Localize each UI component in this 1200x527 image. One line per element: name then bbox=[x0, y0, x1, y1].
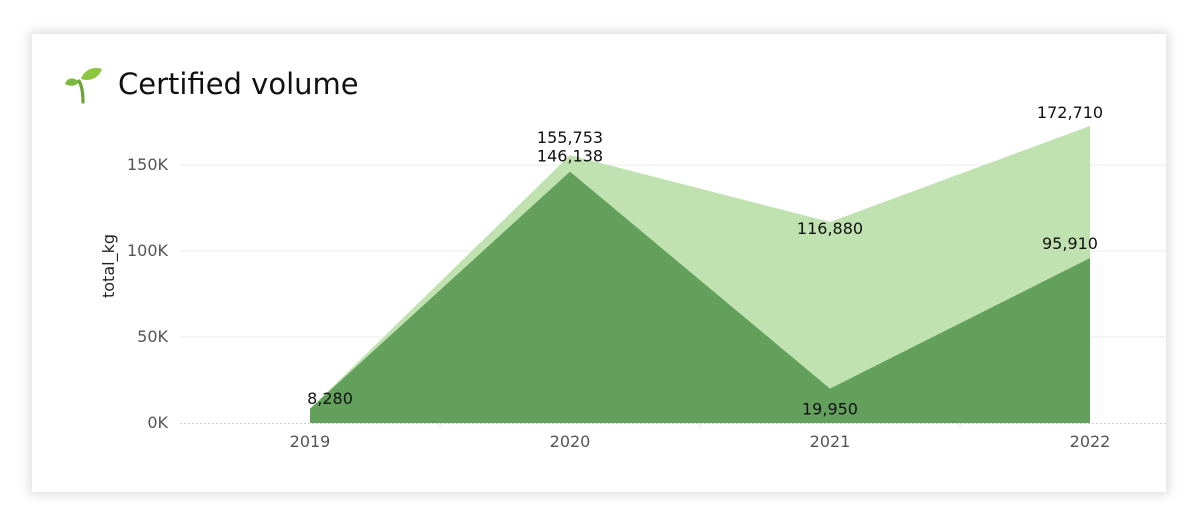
y-tick-label: 100K bbox=[127, 241, 169, 260]
y-axis-label: total_kg bbox=[99, 234, 119, 298]
y-tick-label: 0K bbox=[147, 413, 168, 432]
data-label: 19,950 bbox=[802, 400, 858, 419]
chart-title: Certified volume bbox=[118, 67, 359, 101]
data-label: 95,910 bbox=[1042, 234, 1098, 253]
y-tick-label: 150K bbox=[127, 155, 169, 174]
data-label: 116,880 bbox=[797, 219, 863, 238]
data-label: 172,710 bbox=[1037, 103, 1103, 122]
chart-header: Certified volume bbox=[64, 64, 359, 104]
data-label: 146,138 bbox=[537, 147, 603, 166]
x-tick-label: 2021 bbox=[810, 432, 851, 451]
chart-card: Certified volume 0K 50K 100K 150K 2019 2020 20… bbox=[32, 34, 1166, 492]
data-label: 8,280 bbox=[307, 389, 353, 408]
data-label: 155,753 bbox=[537, 128, 603, 147]
x-tick-label: 2019 bbox=[290, 432, 331, 451]
x-tick-label: 2020 bbox=[550, 432, 591, 451]
x-tick-label: 2022 bbox=[1070, 432, 1111, 451]
area-series-2 bbox=[310, 171, 1090, 423]
area-chart: 0K 50K 100K 150K 2019 2020 2021 2022 total_kg 155… bbox=[99, 103, 1166, 451]
sprout-icon bbox=[65, 68, 102, 104]
y-tick-label: 50K bbox=[137, 327, 168, 346]
